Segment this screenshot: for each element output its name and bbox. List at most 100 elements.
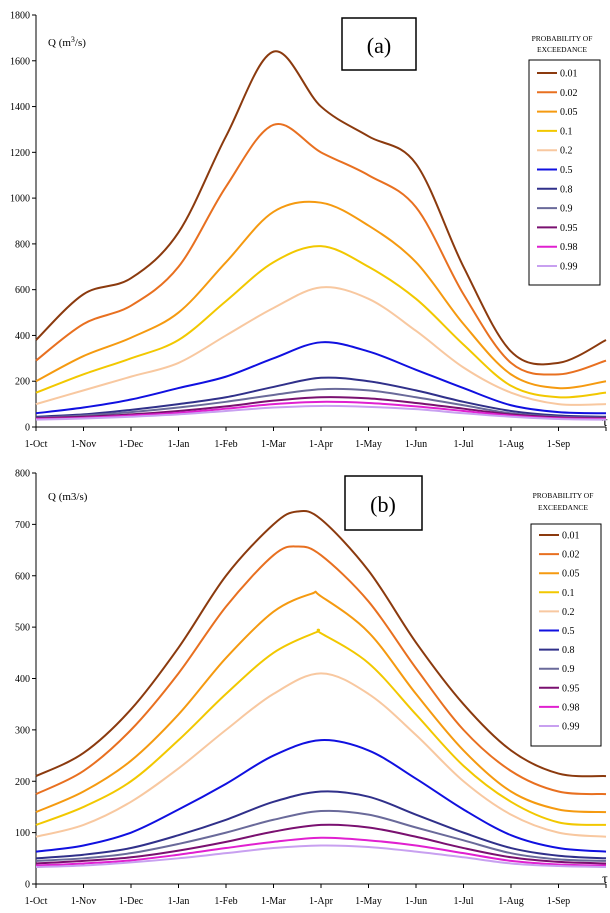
series-line-0-95 bbox=[35, 396, 607, 420]
y-axis-label: Q (m3/s) bbox=[48, 491, 88, 503]
legend-label: 0.99 bbox=[562, 722, 580, 733]
legend-title: PROBABILITY OF bbox=[532, 34, 593, 43]
y-tick-label: 700 bbox=[15, 520, 30, 531]
legend-label: 0.8 bbox=[560, 184, 573, 195]
x-axis-label: τ bbox=[602, 872, 608, 887]
x-tick-label: 1-Sep bbox=[547, 439, 570, 450]
x-tick-label: 1-Nov bbox=[71, 439, 97, 450]
series-line-0-98 bbox=[35, 836, 607, 867]
series-line-0-02 bbox=[35, 123, 607, 376]
legend-label: 0.01 bbox=[560, 69, 578, 80]
x-tick-label: 1-Sep bbox=[547, 896, 570, 907]
y-tick-label: 300 bbox=[15, 725, 30, 736]
series-line-0-98 bbox=[35, 400, 607, 420]
series-line-0-8 bbox=[35, 790, 607, 860]
panel-label-box bbox=[344, 475, 423, 531]
y-tick-label: 200 bbox=[15, 377, 30, 388]
series-line-0-01 bbox=[35, 50, 607, 366]
legend-label: 0.9 bbox=[562, 664, 575, 675]
y-tick-label: 1000 bbox=[10, 194, 30, 205]
y-tick-label: 800 bbox=[15, 239, 30, 250]
legend-label: 0.2 bbox=[562, 607, 575, 618]
chart-panel-a: 0 200 400 600 800 1000 1200 1400 1600 1800 1-Oct 1-… bbox=[10, 11, 608, 451]
y-tick-label: 1600 bbox=[10, 56, 30, 67]
x-tick-label: 1-Aug bbox=[498, 896, 524, 907]
legend-label: 0.98 bbox=[560, 242, 578, 253]
x-tick-label: 1-Oct bbox=[25, 439, 48, 450]
legend-label: 0.05 bbox=[560, 107, 578, 118]
y-tick-label: 800 bbox=[15, 469, 30, 480]
series-line-0-99 bbox=[35, 844, 607, 869]
series-line-0-2 bbox=[35, 286, 607, 406]
x-tick-label: 1-Jan bbox=[168, 439, 190, 450]
y-tick-label: 400 bbox=[15, 674, 30, 685]
legend-label: 0.9 bbox=[560, 204, 573, 215]
y-tick-label: 200 bbox=[15, 777, 30, 788]
legend-label: 0.2 bbox=[560, 146, 573, 157]
y-tick-label: 600 bbox=[15, 571, 30, 582]
x-tick-label: 1-Jun bbox=[405, 439, 427, 450]
x-tick-label: 1-Feb bbox=[214, 896, 237, 907]
x-axis-label: τ bbox=[602, 415, 608, 430]
x-tick-label: 1-Jul bbox=[454, 896, 474, 907]
x-tick-label: 1-Jun bbox=[405, 896, 427, 907]
legend-box bbox=[530, 523, 602, 747]
panel-label: (b) bbox=[370, 492, 396, 517]
legend-label: 0.98 bbox=[562, 702, 580, 713]
legend-label: 0.01 bbox=[562, 531, 580, 542]
legend-label: 0.8 bbox=[562, 645, 575, 656]
legend-title: EXCEEDANCE bbox=[537, 45, 587, 54]
y-tick-label: 1400 bbox=[10, 102, 30, 113]
legend-title: EXCEEDANCE bbox=[538, 503, 588, 512]
x-tick-label: 1-Dec bbox=[119, 896, 144, 907]
y-tick-label: 0 bbox=[25, 423, 30, 434]
series-line-0-95 bbox=[35, 823, 607, 865]
x-tick-label: 1-Jul bbox=[454, 439, 474, 450]
legend-label: 0.1 bbox=[560, 126, 573, 137]
x-tick-label: 1-Feb bbox=[214, 439, 237, 450]
series-line-0-05 bbox=[35, 590, 607, 814]
series-line-0-99 bbox=[35, 404, 607, 421]
series-line-0-1 bbox=[35, 245, 607, 399]
x-tick-label: 1-Oct bbox=[25, 896, 48, 907]
series-line-0-5 bbox=[35, 341, 607, 415]
x-tick-label: 1-Dec bbox=[119, 439, 144, 450]
legend-label: 0.95 bbox=[562, 683, 580, 694]
y-tick-label: 0 bbox=[25, 880, 30, 891]
legend-label: 0.02 bbox=[562, 550, 580, 561]
legend-title: PROBABILITY OF bbox=[533, 491, 594, 500]
legend-label: 0.95 bbox=[560, 223, 578, 234]
y-tick-label: 1200 bbox=[10, 148, 30, 159]
x-tick-label: 1-May bbox=[355, 896, 382, 907]
series-line-0-8 bbox=[35, 376, 607, 418]
chart-panel-b: 0 100 200 300 400 500 600 700 800 1-Oct 1-Nov 1-Dec… bbox=[15, 469, 608, 908]
legend-label: 0.02 bbox=[560, 88, 578, 99]
y-axis-label: Q (m3/s) bbox=[48, 35, 86, 49]
panel-label-box bbox=[341, 17, 417, 71]
legend-label: 0.1 bbox=[562, 588, 575, 599]
y-tick-label: 600 bbox=[15, 285, 30, 296]
series-line-0-05 bbox=[35, 200, 607, 390]
x-tick-label: 1-Apr bbox=[309, 439, 334, 450]
y-tick-label: 100 bbox=[15, 828, 30, 839]
y-tick-label: 1800 bbox=[10, 11, 30, 22]
legend-label: 0.99 bbox=[560, 262, 578, 273]
series-line-0-01 bbox=[35, 509, 607, 778]
series-line-0-9 bbox=[35, 387, 607, 419]
x-tick-label: 1-Nov bbox=[71, 896, 97, 907]
y-tick-label: 500 bbox=[15, 623, 30, 634]
legend-label: 0.5 bbox=[562, 626, 575, 637]
x-tick-label: 1-Aug bbox=[498, 439, 524, 450]
y-tick-label: 400 bbox=[15, 331, 30, 342]
legend-label: 0.5 bbox=[560, 165, 573, 176]
series-line-0-9 bbox=[35, 809, 607, 862]
x-tick-label: 1-Jan bbox=[168, 896, 190, 907]
series-line-0-02 bbox=[35, 545, 607, 796]
series-line-0-1 bbox=[35, 628, 607, 826]
series-line-0-2 bbox=[35, 672, 607, 838]
x-tick-label: 1-Mar bbox=[261, 896, 287, 907]
x-tick-label: 1-May bbox=[355, 439, 382, 450]
x-tick-label: 1-Apr bbox=[309, 896, 334, 907]
